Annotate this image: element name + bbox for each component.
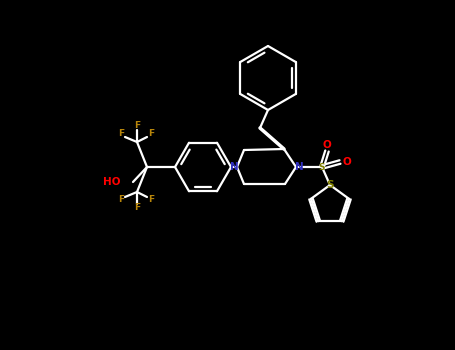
Text: F: F xyxy=(118,196,124,204)
Text: F: F xyxy=(148,130,154,139)
Text: O: O xyxy=(323,140,331,150)
Text: S: S xyxy=(319,162,325,172)
Text: F: F xyxy=(148,196,154,204)
Text: F: F xyxy=(134,203,140,212)
Text: F: F xyxy=(134,121,140,131)
Text: S: S xyxy=(326,180,334,190)
Text: F: F xyxy=(118,130,124,139)
Text: N: N xyxy=(295,162,303,172)
Text: HO: HO xyxy=(103,177,121,187)
Text: N: N xyxy=(230,162,238,172)
Text: O: O xyxy=(343,157,351,167)
